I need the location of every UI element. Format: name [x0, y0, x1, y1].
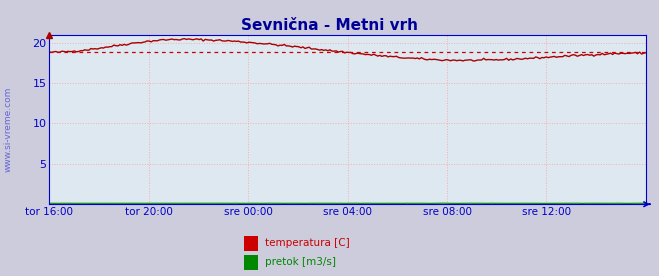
Text: Sevnična - Metni vrh: Sevnična - Metni vrh — [241, 18, 418, 33]
Text: pretok [m3/s]: pretok [m3/s] — [265, 257, 336, 267]
Text: www.si-vreme.com: www.si-vreme.com — [4, 87, 13, 172]
Text: temperatura [C]: temperatura [C] — [265, 238, 350, 248]
